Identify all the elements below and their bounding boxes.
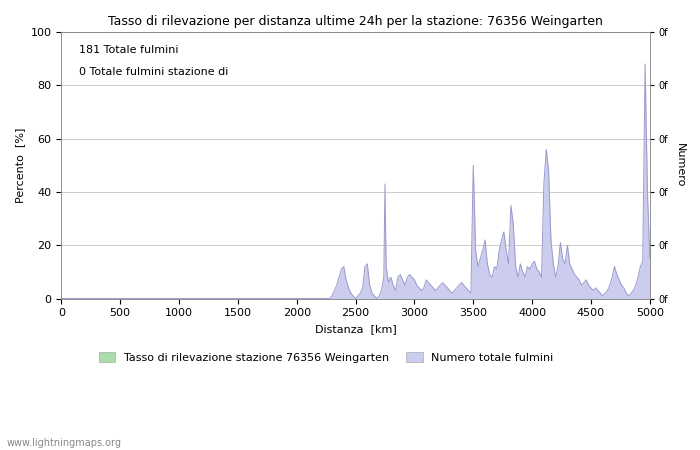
X-axis label: Distanza  [km]: Distanza [km] xyxy=(315,324,396,334)
Text: 181 Totale fulmini: 181 Totale fulmini xyxy=(79,45,178,55)
Text: www.lightningmaps.org: www.lightningmaps.org xyxy=(7,438,122,448)
Y-axis label: Percento  [%]: Percento [%] xyxy=(15,127,25,203)
Legend: Tasso di rilevazione stazione 76356 Weingarten, Numero totale fulmini: Tasso di rilevazione stazione 76356 Wein… xyxy=(94,348,558,368)
Text: 0 Totale fulmini stazione di: 0 Totale fulmini stazione di xyxy=(79,67,228,76)
Title: Tasso di rilevazione per distanza ultime 24h per la stazione: 76356 Weingarten: Tasso di rilevazione per distanza ultime… xyxy=(108,15,603,28)
Y-axis label: Numero: Numero xyxy=(675,143,685,188)
